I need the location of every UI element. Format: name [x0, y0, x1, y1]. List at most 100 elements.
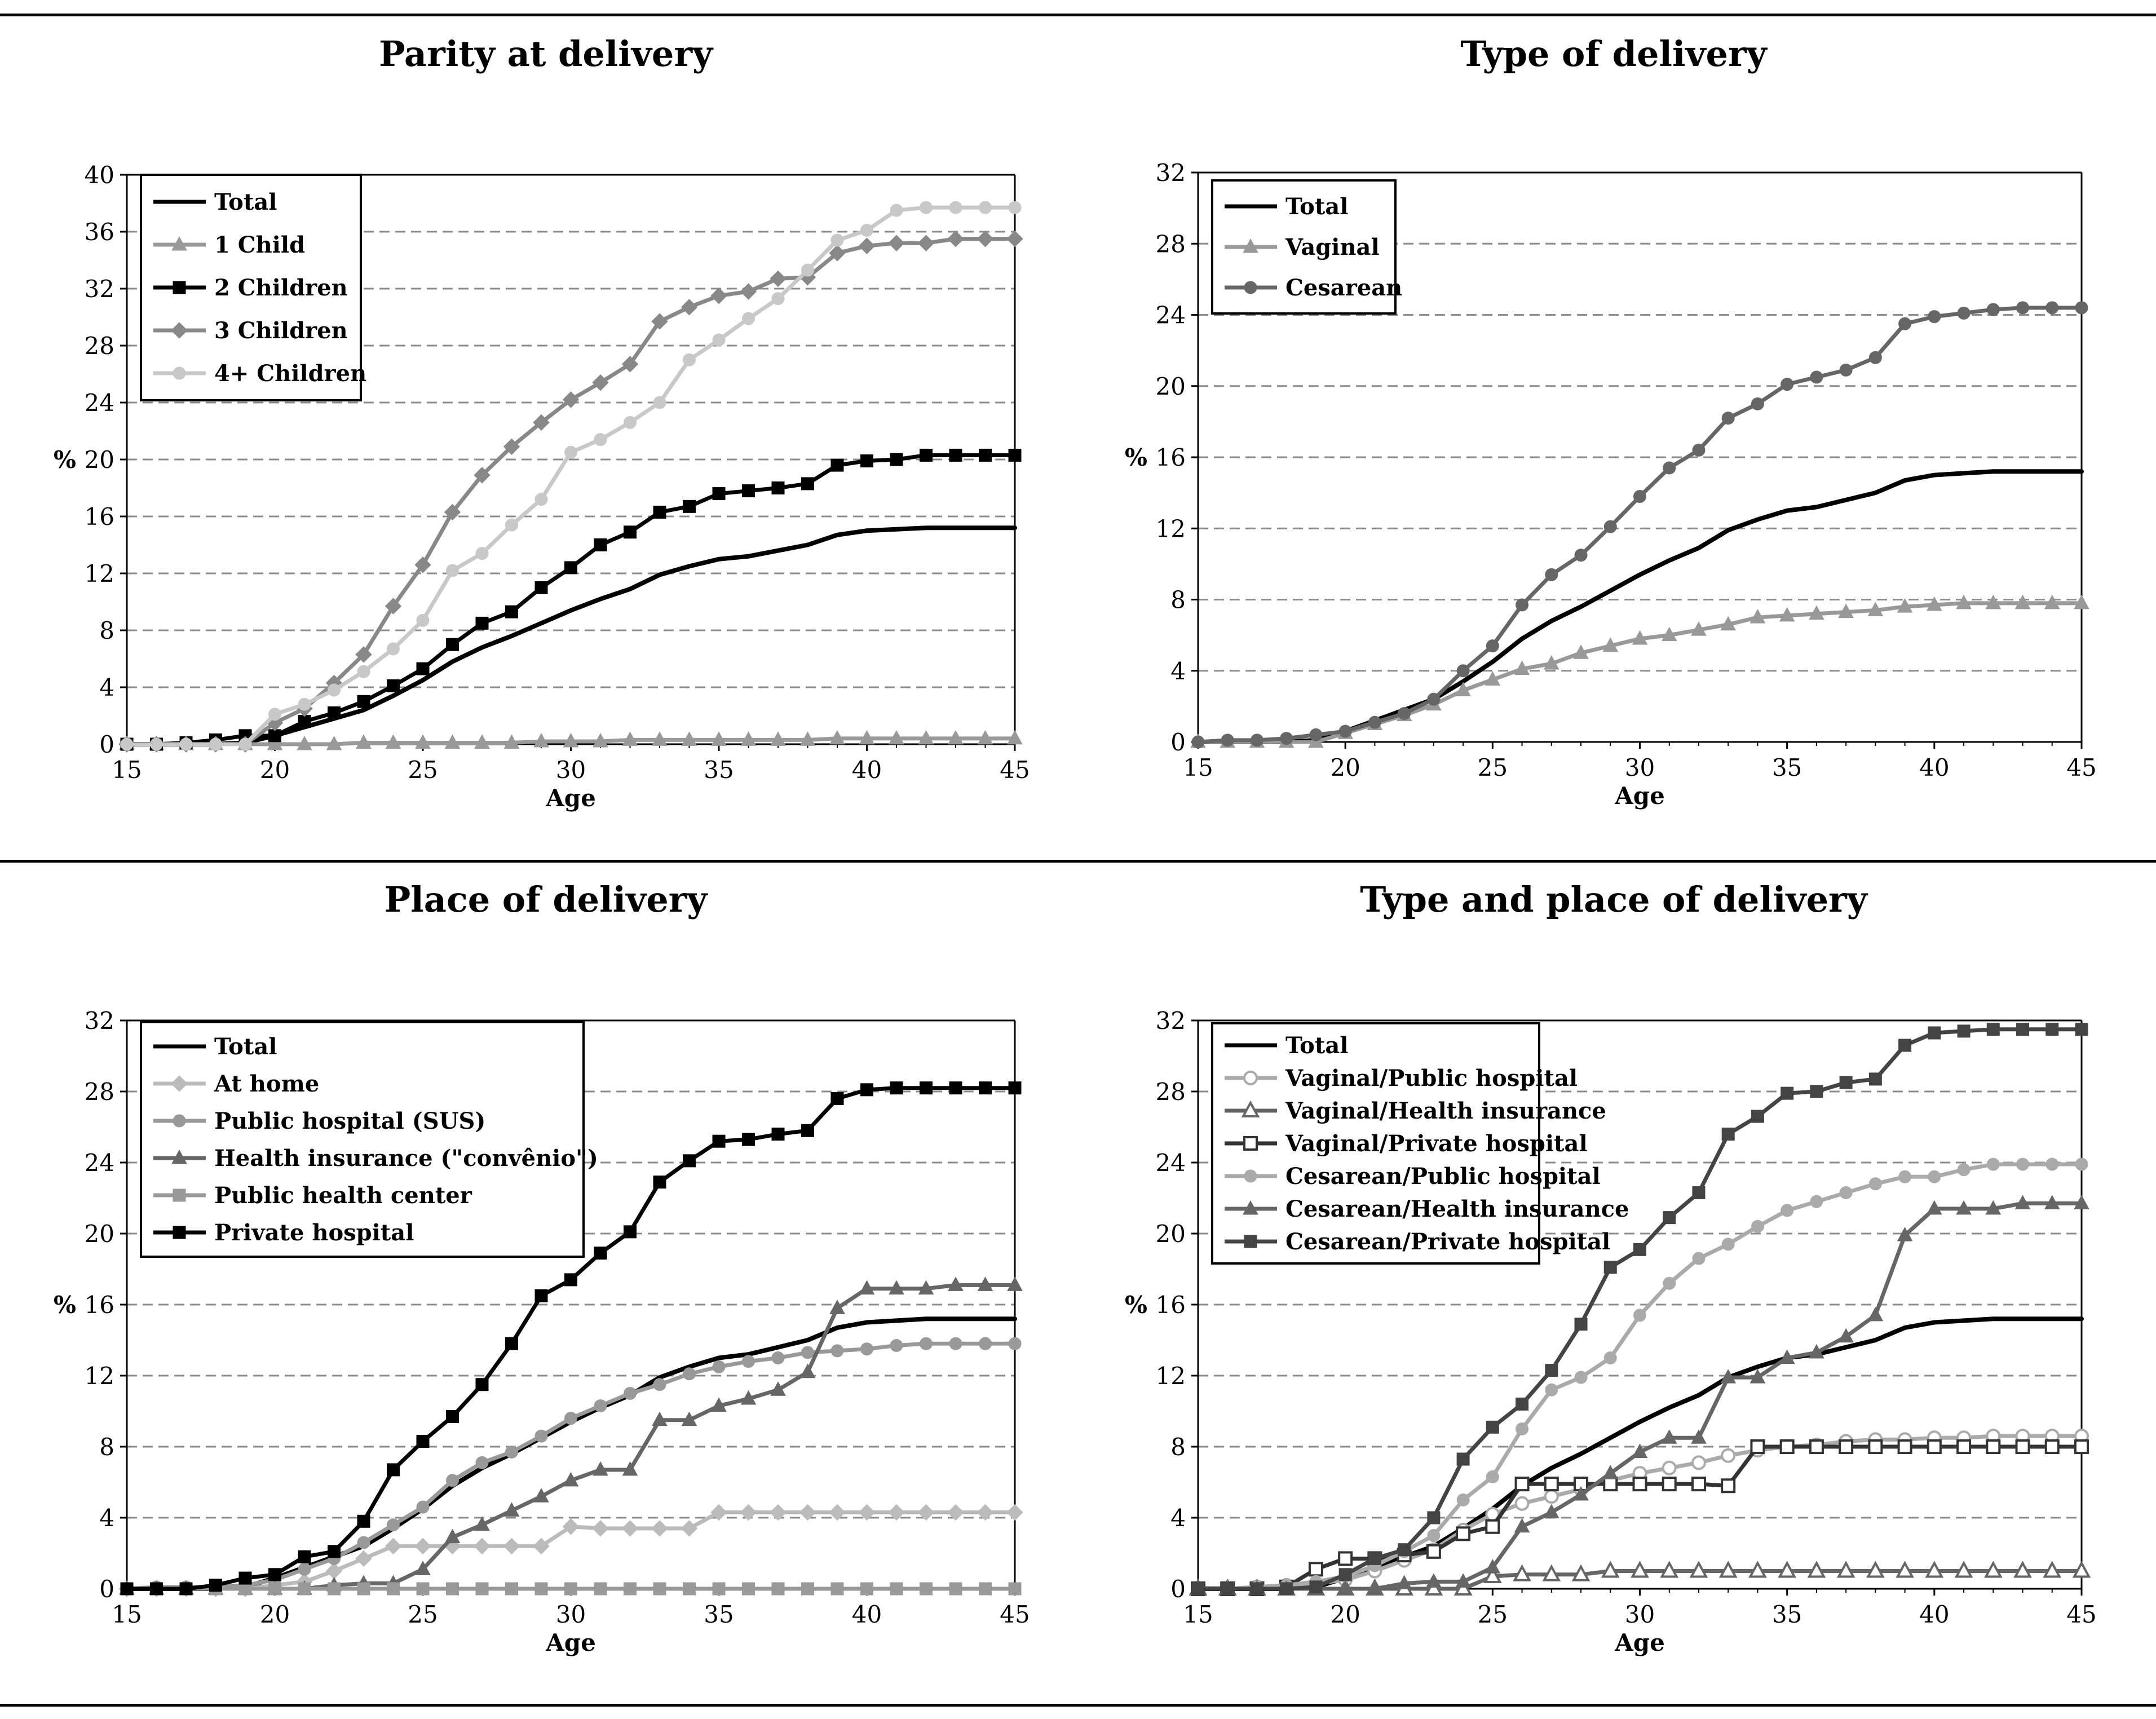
data-point: [1868, 1439, 1883, 1454]
data-point: [829, 730, 845, 745]
chart-title: Type and place of delivery: [1360, 879, 1868, 920]
data-point: [534, 1289, 548, 1302]
series-public-health-center: [120, 1582, 1022, 1596]
data-point: [977, 1504, 994, 1521]
legend: Total 1 Child 2 Children 3 Children 4+ Child…: [140, 174, 366, 401]
legend-label: Total: [214, 189, 277, 215]
data-point: [1338, 1551, 1353, 1566]
series-line: [125, 525, 1017, 746]
data-point: [1483, 1566, 1502, 1583]
legend-label: Vaginal/Health insurance: [1285, 1098, 1606, 1124]
x-tick-label: 30: [1625, 1601, 1655, 1628]
data-point: [562, 391, 580, 408]
data-point: [385, 598, 402, 615]
data-point: [238, 737, 252, 751]
y-axis-title: %: [54, 1291, 76, 1319]
data-point: [1601, 1561, 1620, 1578]
legend-marker: [173, 366, 186, 380]
y-tick-label: 8: [99, 617, 114, 644]
data-point: [979, 1337, 992, 1350]
y-tick-label: 32: [1156, 1007, 1186, 1035]
data-point: [859, 1280, 875, 1295]
data-point: [771, 1351, 785, 1364]
data-point: [1603, 1477, 1618, 1492]
series-line: [1196, 469, 2084, 744]
data-point: [1721, 1128, 1735, 1141]
data-point: [357, 695, 370, 708]
x-tick-label: 30: [1625, 754, 1655, 781]
data-point: [298, 697, 311, 711]
data-point: [621, 1520, 639, 1537]
data-point: [859, 730, 875, 745]
data-point: [475, 1456, 489, 1469]
x-tick-label: 15: [1183, 1601, 1213, 1628]
data-point: [1750, 1439, 1765, 1454]
data-point: [592, 374, 609, 391]
data-point: [534, 1582, 548, 1596]
data-point: [860, 1083, 873, 1097]
data-point: [624, 1582, 637, 1596]
data-point: [594, 433, 607, 447]
data-point: [829, 1300, 845, 1314]
series-health-insurance-conv-nio: [119, 1276, 1023, 1595]
series-line: [125, 453, 1017, 746]
data-point: [1692, 1252, 1706, 1265]
data-point: [1368, 715, 1381, 729]
data-point: [1867, 602, 1884, 616]
data-point: [683, 1154, 696, 1168]
data-point: [742, 312, 755, 325]
data-point: [799, 1363, 816, 1378]
data-point: [888, 1504, 905, 1521]
data-point: [355, 1550, 372, 1567]
data-point: [563, 1471, 579, 1487]
data-point: [683, 500, 696, 513]
y-tick-label: 32: [1156, 159, 1186, 187]
data-point: [829, 1504, 846, 1521]
legend-marker: [1243, 1136, 1258, 1151]
data-point: [889, 1280, 904, 1295]
data-point: [1514, 1477, 1530, 1492]
data-point: [1631, 1561, 1649, 1578]
data-point: [505, 518, 518, 532]
x-axis-title: Age: [545, 784, 596, 812]
data-point: [268, 1582, 281, 1596]
data-point: [1721, 1478, 1736, 1493]
data-point: [683, 1367, 696, 1381]
data-point: [830, 233, 844, 247]
legend-label: Vaginal/Private hospital: [1285, 1130, 1588, 1157]
data-point: [622, 1461, 638, 1476]
data-point: [1280, 732, 1293, 745]
data-point: [1749, 609, 1766, 624]
data-point: [2045, 1023, 2059, 1036]
x-tick-label: 40: [1919, 1601, 1949, 1628]
y-tick-label: 20: [85, 1220, 114, 1248]
data-point: [740, 283, 757, 300]
data-point: [533, 1488, 549, 1503]
data-point: [1516, 1422, 1529, 1435]
data-point: [771, 481, 785, 494]
data-point: [948, 730, 964, 745]
x-axis-title: Age: [1614, 782, 1665, 810]
series-line: [125, 1283, 1017, 1591]
data-point: [298, 1582, 311, 1596]
data-point: [1008, 448, 1022, 462]
y-tick-label: 24: [85, 1149, 114, 1177]
legend-label: Total: [1285, 193, 1348, 220]
legend-marker: [1244, 1235, 1257, 1248]
data-point: [2075, 1023, 2088, 1036]
data-point: [1839, 1439, 1854, 1454]
data-point: [890, 204, 903, 217]
y-tick-label: 12: [1156, 515, 1186, 542]
data-point: [1781, 1204, 1794, 1217]
data-point: [1485, 1519, 1500, 1534]
x-tick-label: 30: [556, 756, 586, 784]
legend-marker: [1244, 281, 1257, 294]
data-point: [2015, 1439, 2030, 1454]
data-point: [742, 1582, 755, 1596]
legend-label: Private hospital: [214, 1219, 414, 1246]
data-point: [710, 1504, 727, 1521]
data-point: [801, 1124, 814, 1137]
x-tick-label: 45: [1000, 1601, 1030, 1628]
data-point: [1718, 1561, 1738, 1578]
data-point: [1868, 1177, 1882, 1191]
